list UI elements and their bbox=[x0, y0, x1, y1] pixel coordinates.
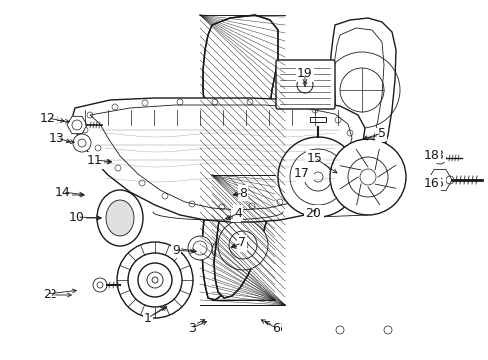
Text: 9: 9 bbox=[172, 242, 180, 255]
Text: 6: 6 bbox=[271, 321, 279, 334]
Text: 6: 6 bbox=[273, 321, 282, 334]
Circle shape bbox=[212, 240, 231, 260]
Text: 3: 3 bbox=[188, 321, 196, 334]
Text: 7: 7 bbox=[238, 239, 245, 252]
Text: 4: 4 bbox=[234, 207, 242, 220]
Text: 19: 19 bbox=[297, 67, 312, 80]
Text: 7: 7 bbox=[238, 237, 245, 249]
Text: 17: 17 bbox=[293, 166, 309, 180]
Circle shape bbox=[278, 137, 357, 217]
Text: 18: 18 bbox=[423, 149, 439, 162]
Text: 5: 5 bbox=[377, 126, 385, 140]
Text: 1: 1 bbox=[144, 311, 152, 324]
Polygon shape bbox=[214, 172, 269, 298]
Text: 8: 8 bbox=[239, 186, 246, 199]
Text: 13: 13 bbox=[52, 134, 68, 147]
Text: 20: 20 bbox=[306, 208, 322, 221]
Text: 15: 15 bbox=[306, 152, 322, 165]
Text: 2: 2 bbox=[48, 288, 56, 302]
Text: 8: 8 bbox=[239, 186, 246, 199]
Text: 16: 16 bbox=[428, 176, 444, 189]
Circle shape bbox=[187, 236, 212, 260]
Bar bbox=[309, 117, 325, 122]
Text: 12: 12 bbox=[40, 112, 56, 125]
Ellipse shape bbox=[106, 200, 134, 236]
Text: 15: 15 bbox=[306, 152, 322, 165]
Text: 4: 4 bbox=[232, 208, 240, 221]
Text: 1: 1 bbox=[144, 311, 152, 324]
Text: 11: 11 bbox=[87, 156, 102, 168]
Text: 17: 17 bbox=[296, 168, 312, 181]
Text: 12: 12 bbox=[44, 113, 60, 126]
Text: 3: 3 bbox=[188, 320, 196, 333]
Polygon shape bbox=[329, 18, 395, 175]
FancyBboxPatch shape bbox=[275, 60, 334, 109]
Text: 10: 10 bbox=[69, 211, 85, 224]
Circle shape bbox=[329, 139, 405, 215]
Text: 20: 20 bbox=[305, 207, 320, 220]
Circle shape bbox=[433, 152, 445, 164]
Text: 16: 16 bbox=[423, 176, 439, 189]
Text: 2: 2 bbox=[43, 288, 51, 301]
Text: 11: 11 bbox=[87, 153, 102, 166]
Text: 14: 14 bbox=[55, 185, 71, 198]
Text: 18: 18 bbox=[428, 149, 444, 162]
Text: 19: 19 bbox=[297, 68, 312, 81]
Polygon shape bbox=[67, 116, 87, 134]
Text: 10: 10 bbox=[72, 212, 88, 225]
Text: 9: 9 bbox=[172, 243, 180, 256]
Text: 13: 13 bbox=[49, 131, 65, 144]
Circle shape bbox=[73, 134, 91, 152]
Ellipse shape bbox=[97, 190, 142, 246]
Circle shape bbox=[218, 220, 267, 270]
Text: 5: 5 bbox=[375, 129, 383, 141]
Polygon shape bbox=[427, 170, 451, 190]
Text: 14: 14 bbox=[57, 189, 73, 202]
Polygon shape bbox=[202, 15, 278, 300]
Polygon shape bbox=[73, 98, 364, 222]
